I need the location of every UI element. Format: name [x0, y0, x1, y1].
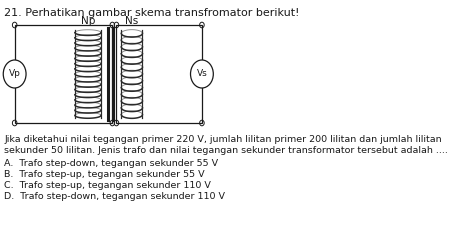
Text: 21. Perhatikan gambar skema transfromator berikut!: 21. Perhatikan gambar skema transfromato… — [4, 8, 300, 18]
Text: Np: Np — [81, 16, 95, 26]
Text: Jika diketahui nilai tegangan primer 220 V, jumlah lilitan primer 200 lilitan da: Jika diketahui nilai tegangan primer 220… — [4, 135, 442, 144]
Text: Vp: Vp — [9, 70, 21, 79]
Text: sekunder 50 lilitan. Jenis trafo dan nilai tegangan sekunder transformator terse: sekunder 50 lilitan. Jenis trafo dan nil… — [4, 146, 448, 155]
Circle shape — [3, 60, 26, 88]
Text: C.  Trafo step-up, tegangan sekunder 110 V: C. Trafo step-up, tegangan sekunder 110 … — [4, 181, 211, 190]
Text: B.  Trafo step-up, tegangan sekunder 55 V: B. Trafo step-up, tegangan sekunder 55 V — [4, 170, 205, 179]
Text: A.  Trafo step-down, tegangan sekunder 55 V: A. Trafo step-down, tegangan sekunder 55… — [4, 159, 218, 168]
Text: Vs: Vs — [197, 70, 207, 79]
Text: Ns: Ns — [125, 16, 138, 26]
Circle shape — [191, 60, 213, 88]
Text: D.  Trafo step-down, tegangan sekunder 110 V: D. Trafo step-down, tegangan sekunder 11… — [4, 192, 225, 201]
